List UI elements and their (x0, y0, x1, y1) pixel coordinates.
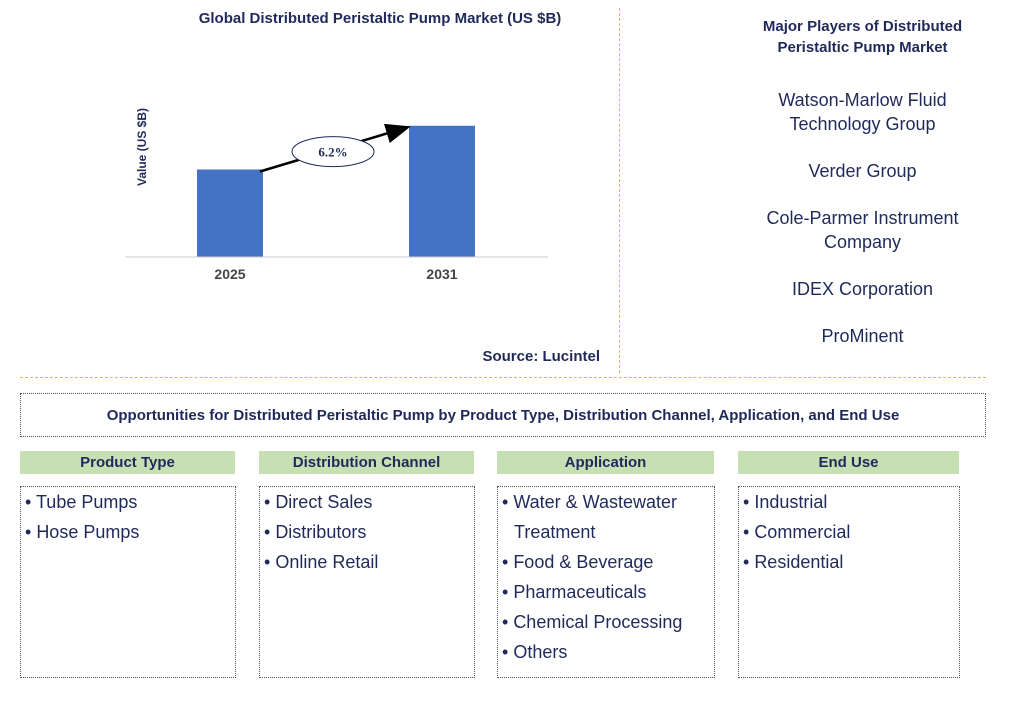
cagr-label: 6.2% (318, 145, 347, 160)
list-item: Food & Beverage (498, 547, 714, 577)
bar-2031 (409, 125, 475, 257)
list-item: Others (498, 637, 714, 667)
list-item: Residential (739, 547, 959, 577)
bar-chart: Value (US $B) 2025 2031 6.2% (125, 108, 548, 282)
list-item: Direct Sales (260, 487, 474, 517)
x-tick-label: 2031 (426, 266, 457, 282)
player-item: Watson-Marlow Fluid Technology Group (778, 90, 947, 134)
vertical-divider (619, 8, 620, 373)
column-box-distribution-channel: Direct Sales Distributors Online Retail (259, 486, 475, 678)
players-title: Major Players of Distributed Peristaltic… (762, 18, 963, 56)
players-list: Watson-Marlow Fluid Technology Group Ver… (740, 88, 985, 371)
list-item: Online Retail (260, 547, 474, 577)
column-box-application: Water & Wastewater Treatment Food & Beve… (497, 486, 715, 678)
y-axis-label: Value (US $B) (135, 108, 149, 186)
column-header-product-type: Product Type (20, 451, 235, 474)
player-item: Cole-Parmer Instrument Company (766, 208, 959, 252)
column-box-end-use: Industrial Commercial Residential (738, 486, 960, 678)
list-item: Tube Pumps (21, 487, 235, 517)
column-header-end-use: End Use (738, 451, 959, 474)
list-item: Chemical Processing (498, 607, 714, 637)
cagr-ellipse (291, 136, 375, 168)
column-box-product-type: Tube Pumps Hose Pumps (20, 486, 236, 678)
source-label: Source: Lucintel (482, 348, 600, 365)
opportunities-title: Opportunities for Distributed Peristalti… (20, 393, 986, 437)
bar-2025 (197, 169, 263, 257)
player-item: Verder Group (808, 161, 917, 181)
list-item: Water & Wastewater Treatment (498, 487, 714, 547)
list-item: Commercial (739, 517, 959, 547)
player-item: IDEX Corporation (791, 279, 934, 299)
list-item: Hose Pumps (21, 517, 235, 547)
player-item: ProMinent (821, 326, 904, 346)
list-item: Distributors (260, 517, 474, 547)
column-header-application: Application (497, 451, 714, 474)
column-header-distribution-channel: Distribution Channel (259, 451, 474, 474)
list-item: Pharmaceuticals (498, 577, 714, 607)
chart-title: Global Distributed Peristaltic Pump Mark… (198, 10, 562, 27)
list-item: Industrial (739, 487, 959, 517)
x-tick-label: 2025 (214, 266, 245, 282)
horizontal-divider (20, 377, 986, 378)
